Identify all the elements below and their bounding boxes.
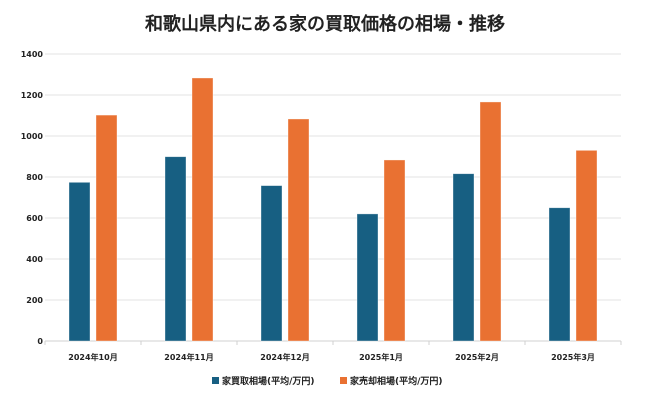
y-tick-label: 1400 [21,50,44,59]
x-tick-label: 2025年2月 [455,352,499,362]
bar-buy [260,185,283,342]
x-tick-label: 2025年1月 [359,352,403,362]
bars [68,77,598,342]
legend-swatch [212,377,219,384]
x-tick-label: 2024年12月 [260,352,309,362]
legend: 家買取相場(平均/万円) 家売却相場(平均/万円) [212,375,443,387]
bar-sell [479,101,502,342]
bar-buy [164,156,187,342]
bar-buy [68,181,91,342]
x-axis: 2024年10月 2024年11月 2024年12月 2025年1月 2025年2月 20… [44,341,622,362]
bar-buy [356,213,379,342]
x-tick-label: 2024年10月 [68,352,117,362]
legend-swatch [340,377,347,384]
gridlines [45,53,621,342]
y-tick-label: 600 [26,214,43,223]
x-tick-label: 2024年11月 [164,352,213,362]
x-tick-label: 2025年3月 [551,352,595,362]
bar-buy [452,173,475,342]
y-axis: 0 200 400 600 800 1000 1200 1400 [21,50,44,346]
bar-buy [548,207,571,342]
y-tick-label: 1200 [21,91,44,100]
y-tick-label: 400 [26,255,43,264]
bar-sell [575,150,598,342]
y-tick-label: 0 [37,337,43,346]
bar-sell [95,114,118,342]
y-tick-label: 200 [26,296,43,305]
legend-label: 家売却相場(平均/万円) [350,375,443,387]
bar-sell [287,118,310,342]
bar-sell [383,159,406,342]
chart-title: 和歌山県内にある家の買取価格の相場・推移 [145,13,505,35]
bar-sell [191,77,214,342]
legend-label: 家買取相場(平均/万円) [222,375,315,387]
y-tick-label: 1000 [21,132,44,141]
y-tick-label: 800 [26,173,43,182]
